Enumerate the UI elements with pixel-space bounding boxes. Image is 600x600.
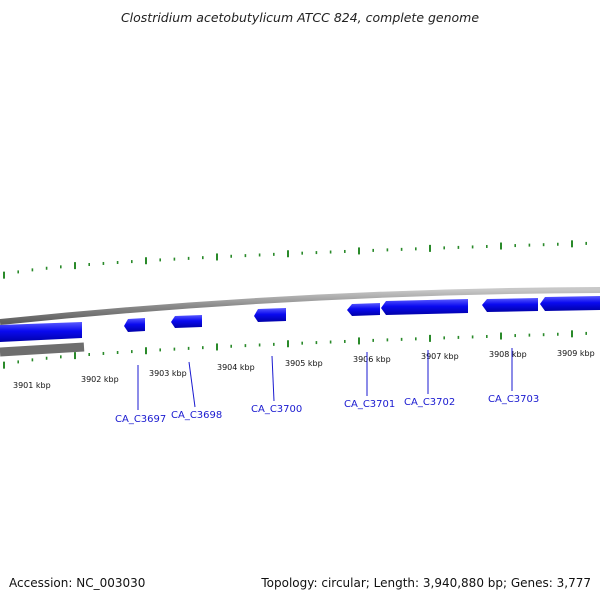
gene-label[interactable]: CA_C3700 (251, 404, 302, 415)
gene-features (0, 296, 600, 342)
gene-label[interactable]: CA_C3697 (115, 414, 166, 425)
gene-arrow[interactable] (381, 299, 468, 315)
gene-arrow[interactable] (482, 298, 538, 312)
kbp-label: 3905 kbp (285, 359, 323, 368)
kbp-label: 3909 kbp (557, 349, 595, 358)
inner-tick-ring (3, 330, 588, 369)
gene-arrow[interactable] (171, 315, 202, 328)
genome-summary: Topology: circular; Length: 3,940,880 bp… (261, 576, 591, 590)
gene-arrow[interactable] (254, 308, 286, 322)
gene-label[interactable]: CA_C3698 (171, 410, 222, 421)
callout-line (271, 355, 275, 402)
gene-label[interactable]: CA_C3701 (344, 399, 395, 410)
gene-callouts (137, 348, 513, 410)
gene-labels: CA_C3697 CA_C3698 CA_C3700 CA_C3701 CA_C… (115, 394, 539, 425)
gene-label[interactable]: CA_C3702 (404, 397, 455, 408)
gene-arrow[interactable] (540, 296, 600, 311)
kbp-label: 3906 kbp (353, 355, 391, 364)
genome-backbone (0, 287, 600, 325)
gene-arrow[interactable] (0, 322, 82, 342)
kbp-label: 3902 kbp (81, 375, 119, 384)
gene-arrow[interactable] (124, 318, 145, 332)
kbp-label: 3907 kbp (421, 352, 459, 361)
gene-label[interactable]: CA_C3703 (488, 394, 539, 405)
kbp-label: 3908 kbp (489, 350, 527, 359)
gene-arrow[interactable] (347, 303, 380, 316)
kbp-scale: 3901 kbp 3902 kbp 3903 kbp 3904 kbp 3905… (13, 349, 595, 390)
kbp-label: 3903 kbp (149, 369, 187, 378)
callout-line (188, 361, 196, 408)
kbp-label: 3901 kbp (13, 381, 51, 390)
outer-tick-ring (3, 240, 588, 279)
accession-text: Accession: NC_003030 (9, 576, 146, 590)
kbp-label: 3904 kbp (217, 363, 255, 372)
genome-backbone-lower (0, 342, 85, 357)
map-title: Clostridium acetobutylicum ATCC 824, com… (120, 10, 480, 25)
